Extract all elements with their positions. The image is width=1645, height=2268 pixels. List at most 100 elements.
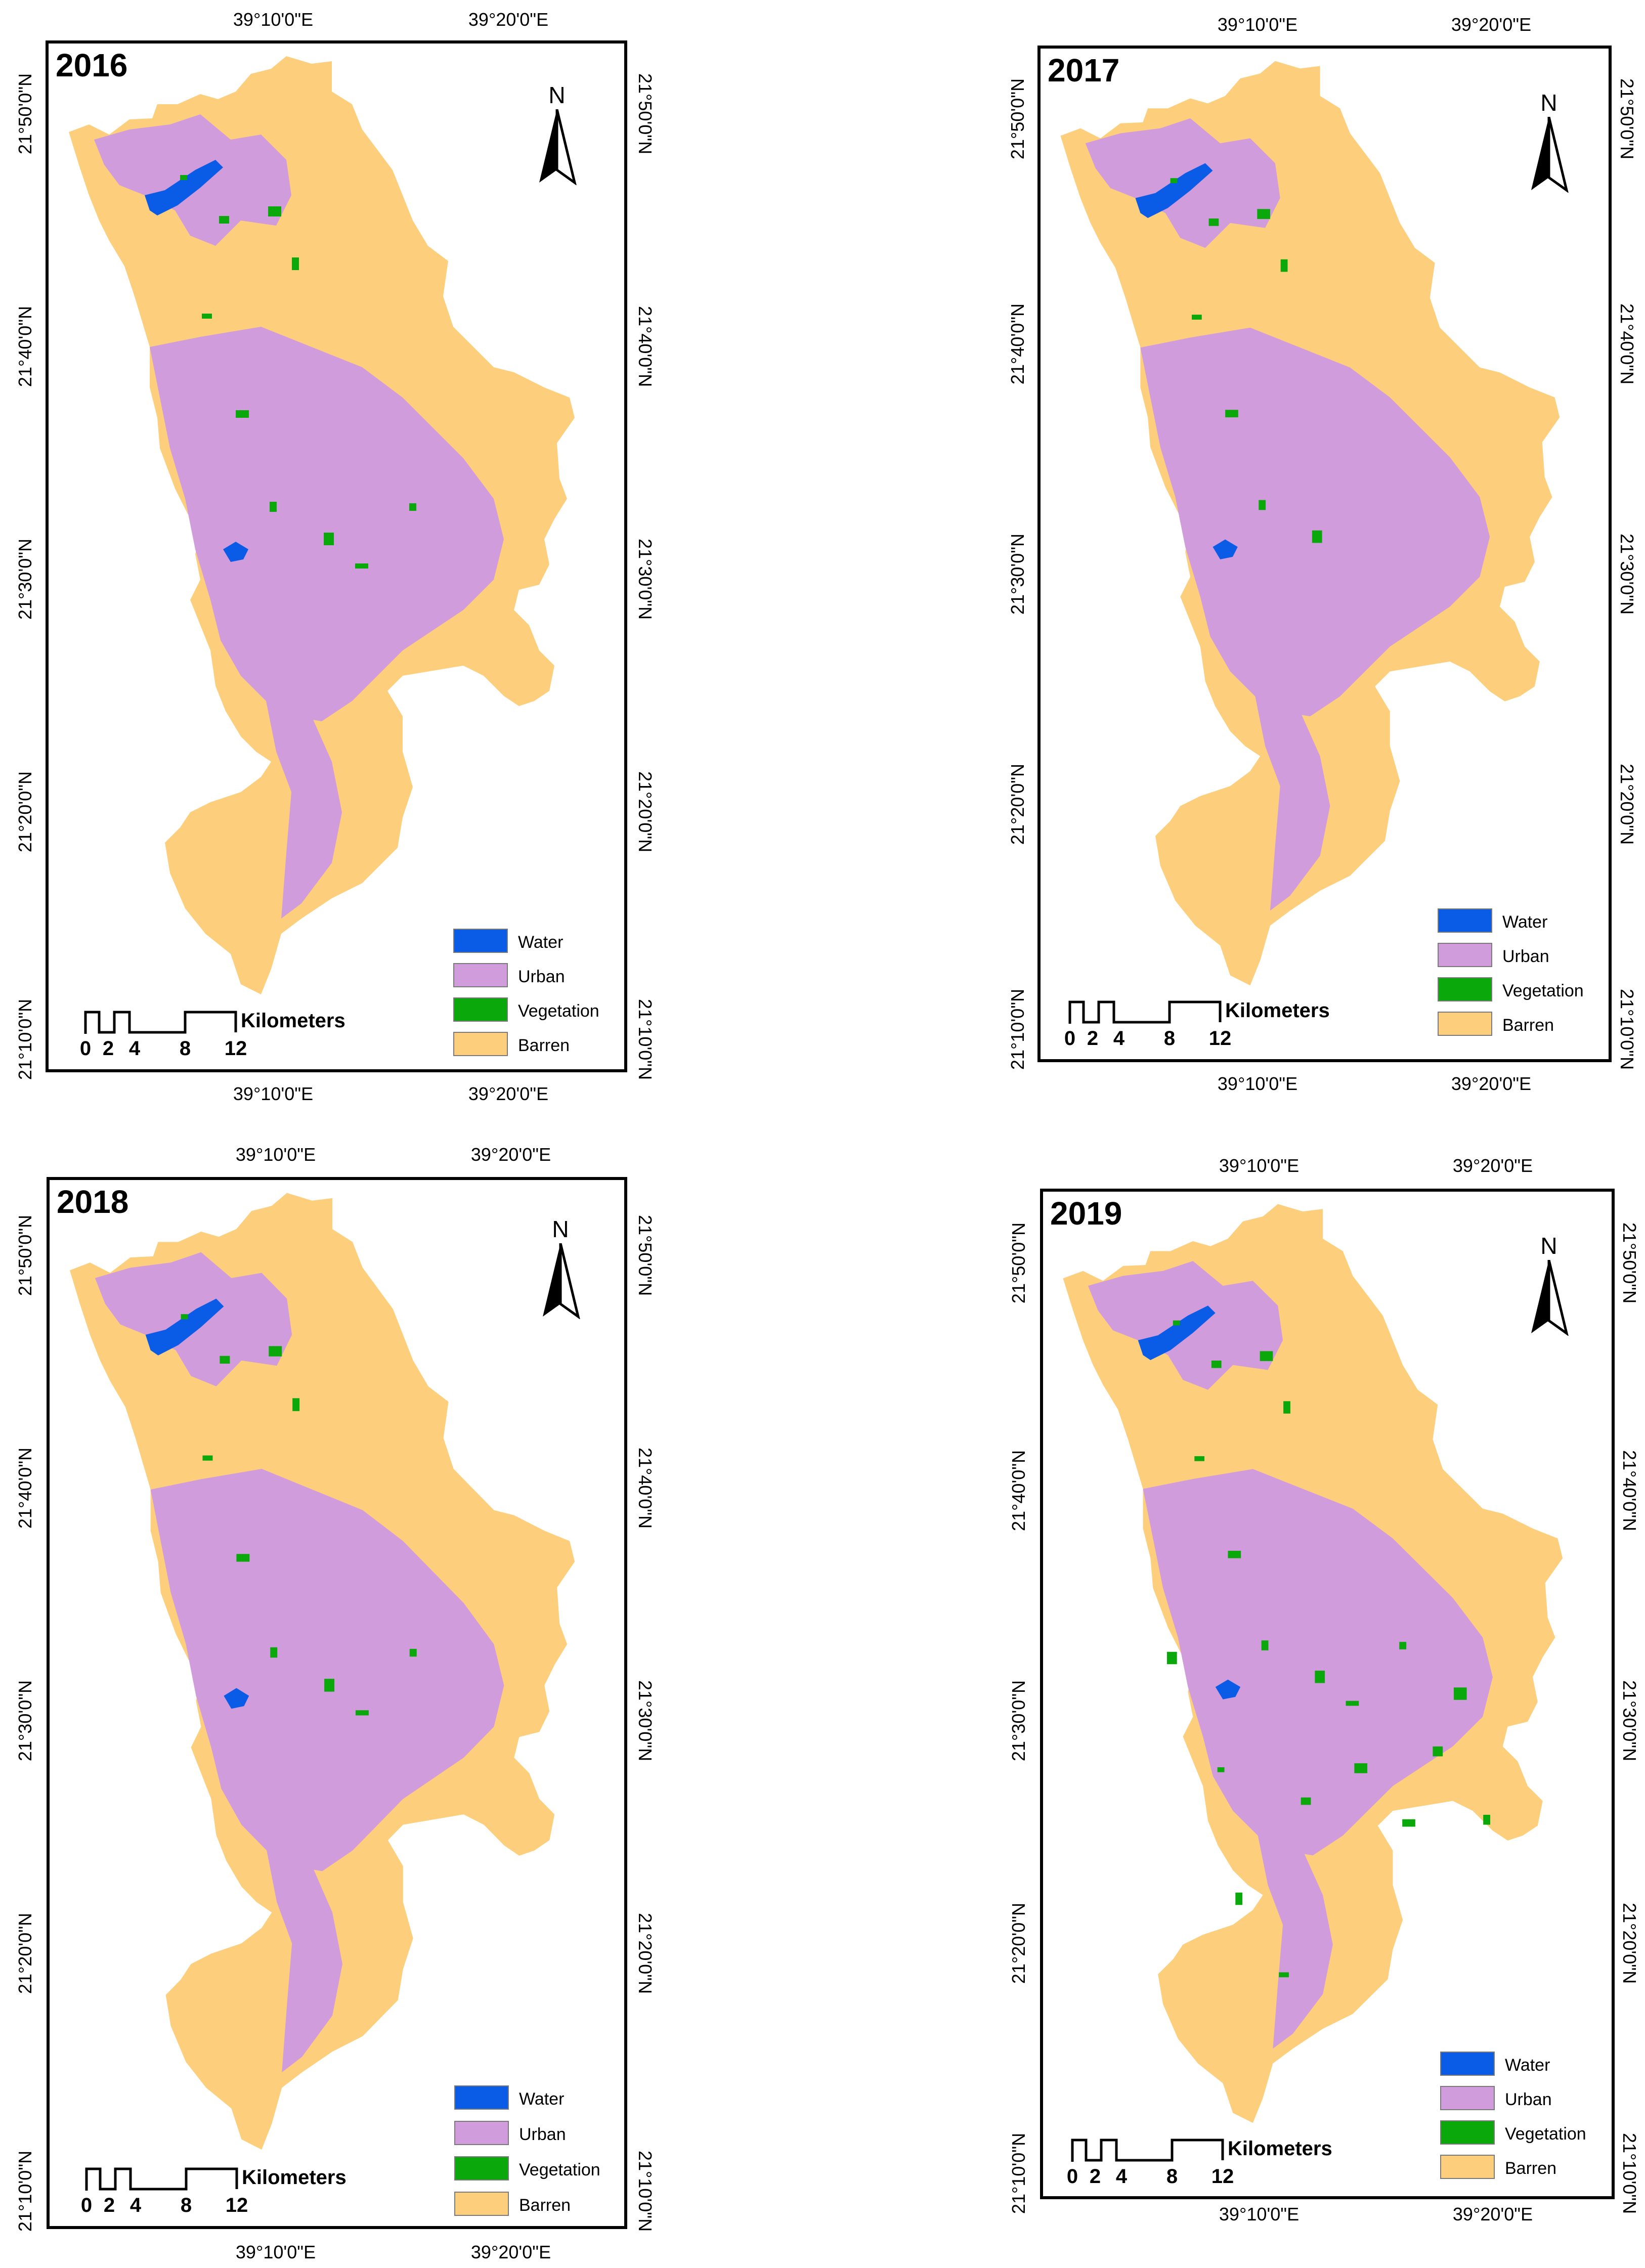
lat-label-right-1: 21°50'0"N (635, 73, 656, 155)
vegetation-patch (324, 1679, 335, 1692)
water-body (1138, 1305, 1216, 1360)
scale-bar: Kilometers 0 2 4 8 12 (80, 1010, 367, 1065)
lon-label-top-2: 39°20'0"E (1451, 14, 1532, 35)
vegetation-patch (1402, 1819, 1415, 1827)
vegetation-patch (1483, 1814, 1491, 1825)
lat-label-right-4: 21°20'0"N (635, 1912, 656, 1994)
lon-label-bottom-2: 39°20'0"E (1452, 2204, 1533, 2225)
urban-area (1140, 327, 1490, 717)
scale-tick-8: 8 (1166, 2165, 1178, 2188)
vegetation-patch (1225, 410, 1238, 418)
urban-area (1258, 1836, 1333, 2049)
legend-label-water: Water (1502, 912, 1548, 932)
legend-swatch-urban (453, 963, 508, 987)
scale-unit: Kilometers (1225, 999, 1330, 1022)
urban-area (267, 1850, 342, 2073)
north-label: N (1540, 1233, 1557, 1259)
legend-label-barren: Barren (1505, 2159, 1557, 2178)
lat-label-right-3: 21°30'0"N (635, 1680, 656, 1762)
lon-label-bottom-1: 39°10'0"E (1219, 2204, 1300, 2225)
legend-label-urban: Urban (518, 967, 565, 986)
legend-swatch-barren (453, 1032, 508, 1056)
lat-label-left-5: 21°10'0"N (1008, 2132, 1029, 2214)
legend-label-barren: Barren (1502, 1016, 1554, 1035)
vegetation-patch (1192, 315, 1202, 320)
lat-label-right-1: 21°50'0"N (1617, 78, 1637, 160)
landcover-map (1060, 61, 1560, 986)
vegetation-patch (1301, 1797, 1311, 1805)
vegetation-patch (1208, 218, 1219, 226)
lon-label-top-2: 39°20'0"E (470, 1144, 551, 1165)
map-legend: Water Urban Vegetation Barren (1440, 2052, 1602, 2193)
north-arrow: N (538, 1215, 583, 1319)
legend-label-vegetation: Vegetation (1502, 981, 1584, 1000)
water-body (1213, 539, 1238, 559)
map-frame: 2019 N Water Urban Vegetation (1040, 1189, 1615, 2199)
lon-label-top-2: 39°20'0"E (1452, 1155, 1533, 1176)
vegetation-patch (1211, 1360, 1222, 1368)
scale-tick-0: 0 (79, 1037, 92, 1060)
lat-label-left-3: 21°30'0"N (1008, 1680, 1029, 1762)
vegetation-patch (409, 503, 416, 511)
vegetation-patch (1433, 1746, 1443, 1757)
lat-label-left-5: 21°10'0"N (15, 998, 35, 1080)
scale-tick-2: 2 (102, 1037, 114, 1060)
scale-tick-8: 8 (180, 2194, 192, 2216)
lat-label-left-1: 21°50'0"N (1008, 1222, 1029, 1304)
lat-label-left-4: 21°20'0"N (15, 1912, 35, 1994)
scale-bar-graphic (1068, 1000, 1222, 1024)
north-arrow-icon (539, 109, 577, 185)
vegetation-patch (236, 410, 249, 418)
lat-label-right-5: 21°10'0"N (1619, 2132, 1640, 2214)
landcover-map (69, 56, 575, 994)
legend-label-water: Water (519, 2089, 565, 2109)
lat-label-right-3: 21°30'0"N (635, 538, 656, 620)
legend-label-barren: Barren (519, 2196, 571, 2215)
lat-label-left-2: 21°40'0"N (1007, 303, 1028, 385)
vegetation-patch (202, 1455, 213, 1461)
map-year-label: 2016 (56, 47, 128, 83)
scale-bar-graphic (85, 2167, 238, 2191)
legend-swatch-water (1440, 2052, 1495, 2076)
vegetation-patch (1283, 1401, 1290, 1414)
scale-bar: Kilometers 0 2 4 8 12 (1067, 2138, 1354, 2193)
lon-label-bottom-1: 39°10'0"E (235, 2242, 316, 2262)
lat-label-left-3: 21°30'0"N (15, 538, 35, 620)
landcover-map (1063, 1204, 1563, 2123)
urban-area (1143, 1469, 1493, 1856)
legend-swatch-vegetation (454, 2156, 509, 2180)
vegetation-patch (1259, 500, 1266, 510)
lon-label-bottom-2: 39°20'0"E (470, 2242, 551, 2262)
water-body (224, 1688, 249, 1709)
lon-label-top-1: 39°10'0"E (235, 1144, 316, 1165)
lat-label-left-5: 21°10'0"N (15, 2150, 35, 2232)
scale-tick-0: 0 (1066, 2165, 1078, 2188)
lat-label-left-1: 21°50'0"N (15, 1214, 35, 1296)
legend-label-urban: Urban (1505, 2090, 1552, 2109)
lat-label-right-5: 21°10'0"N (635, 998, 656, 1080)
water-body (1215, 1679, 1241, 1699)
scale-tick-12: 12 (1208, 1027, 1232, 1050)
vegetation-patch (268, 206, 281, 216)
vegetation-patch (219, 216, 229, 224)
map-year-label: 2019 (1050, 1195, 1122, 1232)
north-arrow: N (1526, 89, 1572, 193)
vegetation-patch (180, 175, 187, 180)
legend-swatch-vegetation (453, 997, 508, 1022)
vegetation-patch (1312, 530, 1322, 543)
map-year-label: 2017 (1048, 52, 1120, 89)
lat-label-right-4: 21°20'0"N (1617, 763, 1637, 845)
lat-label-right-3: 21°30'0"N (1617, 533, 1637, 615)
north-label: N (548, 82, 566, 108)
lon-label-top-1: 39°10'0"E (233, 9, 314, 30)
vegetation-patch (292, 1398, 300, 1411)
vegetation-patch (1315, 1670, 1325, 1683)
vegetation-patch (1166, 1651, 1177, 1665)
legend-swatch-water (454, 2085, 509, 2110)
scale-bar: Kilometers 0 2 4 8 12 (1064, 999, 1352, 1055)
map-frame: 2016 N Water Urban Vegetation (46, 40, 627, 1072)
lat-label-right-5: 21°10'0"N (635, 2150, 656, 2232)
north-label: N (1540, 90, 1557, 116)
legend-swatch-water (453, 929, 508, 953)
vegetation-patch (355, 1710, 369, 1716)
